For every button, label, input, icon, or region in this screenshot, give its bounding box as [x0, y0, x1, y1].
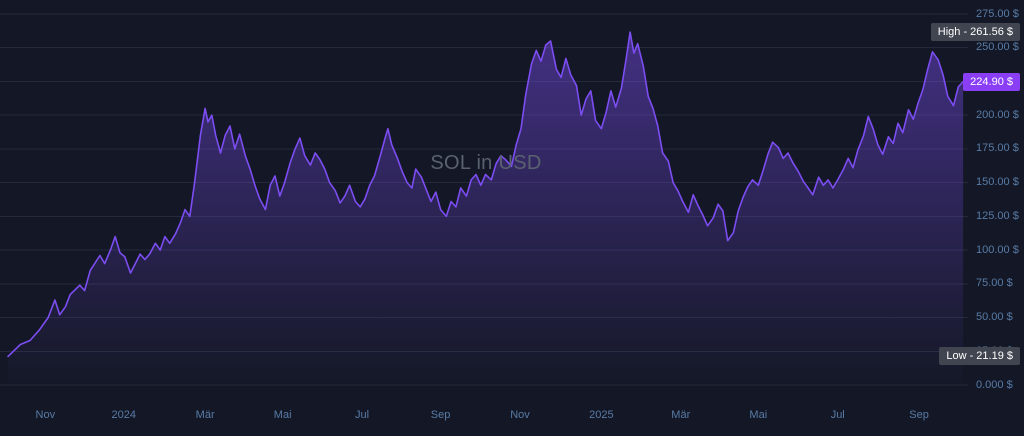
time-scale-label: Sep [430, 409, 451, 421]
time-scale-label: Mai [749, 409, 768, 421]
time-scale-label: Jul [830, 409, 845, 421]
price-scale[interactable]: 275.00 $250.00 $225.00 $200.00 $175.00 $… [970, 0, 1024, 436]
high-price-badge: High - 261.56 $ [930, 23, 1020, 42]
price-scale-label: 250.00 $ [976, 41, 1019, 54]
price-line [7, 31, 964, 358]
price-scale-label: 125.00 $ [976, 209, 1019, 222]
price-scale-label: 50.00 $ [976, 311, 1013, 324]
time-scale-label: Mär [671, 409, 691, 421]
time-scale[interactable]: Nov 2024 Mär Mai Jul Sep Nov 2025 Mär Mai Jul Sep [0, 400, 968, 436]
time-scale-label: Sep [909, 409, 929, 421]
time-scale-label: Nov [510, 409, 530, 421]
price-scale-label: 200.00 $ [976, 108, 1019, 121]
time-scale-label: Jul [355, 409, 370, 421]
price-area [8, 32, 964, 385]
price-scale-label: 75.00 $ [976, 277, 1013, 290]
low-price-badge: Low - 21.19 $ [939, 347, 1020, 366]
time-scale-label: Mai [273, 409, 292, 421]
time-scale-label: 2024 [111, 409, 137, 421]
price-scale-label: 150.00 $ [976, 176, 1019, 189]
price-scale-label: 275.00 $ [976, 7, 1019, 20]
price-scale-label: 100.00 $ [976, 243, 1019, 256]
current-price-badge: 224.90 $ [963, 72, 1020, 91]
price-scale-label: 175.00 $ [976, 142, 1019, 155]
time-scale-label: 2025 [589, 409, 614, 421]
time-scale-label: Nov [35, 409, 56, 421]
price-scale-label: 0.000 $ [976, 378, 1013, 391]
time-scale-label: Mär [195, 409, 215, 421]
